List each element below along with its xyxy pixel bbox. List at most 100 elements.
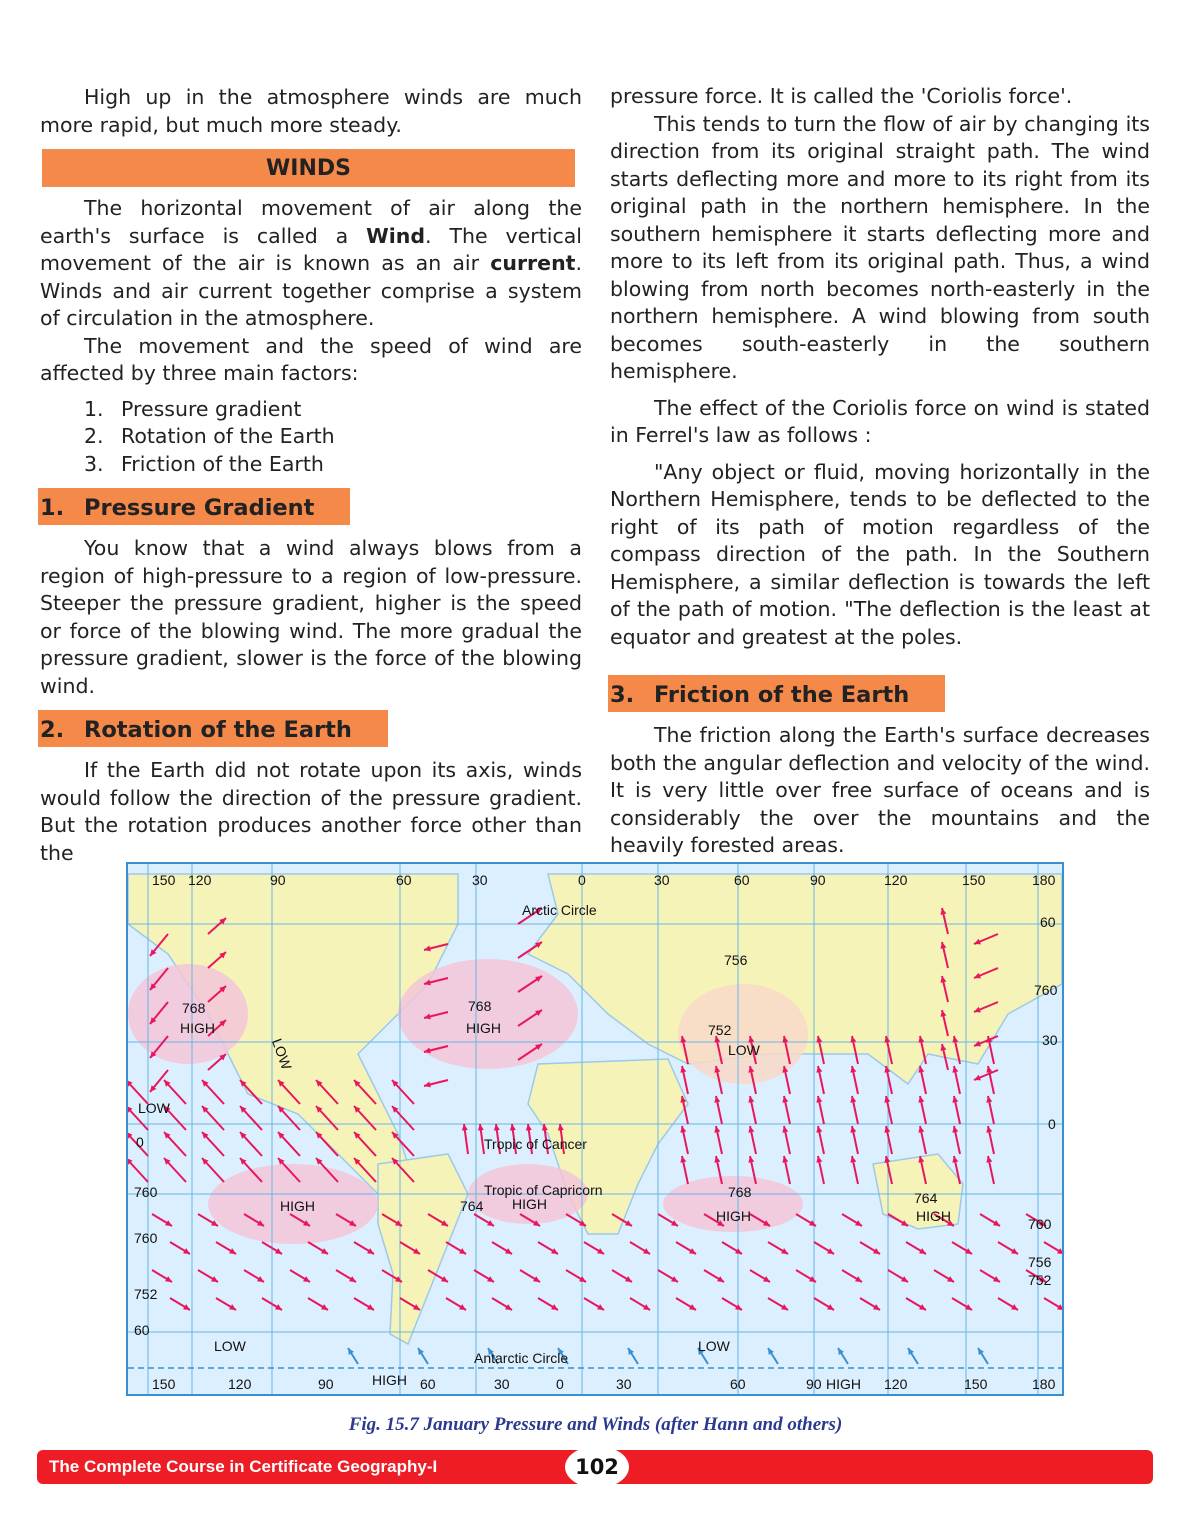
wind-arrow bbox=[353, 1131, 377, 1157]
label-high: HIGH bbox=[180, 1020, 215, 1036]
wind-arrow bbox=[473, 1269, 495, 1283]
wind-arrow bbox=[423, 943, 449, 952]
wind-arrow bbox=[918, 1125, 927, 1155]
wind-arrows bbox=[128, 907, 1062, 1365]
label-isobar: 752 bbox=[1028, 1272, 1052, 1288]
wind-arrow bbox=[697, 1347, 709, 1365]
wind-arrow bbox=[215, 1297, 237, 1311]
wind-arrow bbox=[163, 1079, 187, 1105]
wind-arrow bbox=[680, 1065, 689, 1095]
left-column: High up in the atmosphere winds are much… bbox=[38, 84, 582, 867]
coriolis-paragraph: pressure force. It is called the 'Coriol… bbox=[610, 84, 1073, 108]
wind-arrow bbox=[461, 1123, 469, 1155]
wind-arrow bbox=[714, 1125, 723, 1155]
wind-arrow bbox=[940, 975, 949, 1003]
label-isobar: 760 bbox=[1034, 982, 1058, 998]
wind-arrow bbox=[565, 1269, 587, 1283]
wind-arrow bbox=[169, 1241, 191, 1255]
wind-arrow bbox=[477, 1123, 485, 1155]
wind-arrow bbox=[884, 1035, 893, 1065]
section-heading-friction: 3. Friction of the Earth bbox=[608, 675, 946, 712]
wind-arrow bbox=[207, 1053, 227, 1071]
wind-arrow bbox=[1025, 1269, 1047, 1283]
tick-top: 120 bbox=[188, 872, 212, 888]
label-arctic-circle: Arctic Circle bbox=[522, 902, 597, 918]
wind-arrow bbox=[611, 1213, 633, 1227]
label-isobar: 764 bbox=[460, 1198, 484, 1214]
wind-arrow bbox=[884, 1155, 893, 1185]
wind-arrow bbox=[277, 1131, 301, 1157]
wind-arrow bbox=[391, 1131, 415, 1157]
label-latitude: 60 bbox=[134, 1322, 150, 1338]
wind-arrow bbox=[557, 1123, 565, 1155]
wind-arrow bbox=[353, 1241, 375, 1255]
wind-arrow bbox=[517, 975, 543, 993]
australia bbox=[872, 1153, 964, 1230]
wind-arrow bbox=[816, 1095, 825, 1125]
wind-arrow bbox=[149, 933, 169, 957]
high-area bbox=[663, 1176, 803, 1232]
wind-arrow bbox=[951, 1297, 973, 1311]
label-isobar: 760 bbox=[134, 1184, 158, 1200]
wind-arrow bbox=[657, 1269, 679, 1283]
wind-arrow bbox=[128, 1132, 149, 1157]
wind-arrow bbox=[986, 1095, 995, 1125]
tick-bottom: 90 bbox=[806, 1376, 822, 1392]
wind-arrow bbox=[997, 1241, 1019, 1255]
tick-bottom: 180 bbox=[1032, 1376, 1056, 1392]
wind-arrow bbox=[207, 1019, 227, 1037]
wind-arrow bbox=[714, 1155, 723, 1185]
wind-arrow bbox=[940, 907, 949, 935]
wind-arrow bbox=[973, 1069, 999, 1081]
wind-arrow bbox=[557, 1347, 569, 1365]
wind-arrow bbox=[128, 1080, 149, 1105]
label-isobar: 760 bbox=[134, 1230, 158, 1246]
wind-arrow bbox=[307, 1297, 329, 1311]
wind-arrow bbox=[493, 1123, 501, 1155]
wind-arrow bbox=[837, 1347, 849, 1365]
section-heading-pressure-gradient: 1. Pressure Gradient bbox=[38, 488, 351, 525]
wind-arrow bbox=[629, 1241, 651, 1255]
wind-arrow bbox=[748, 1125, 757, 1155]
tick-top: 0 bbox=[578, 872, 586, 888]
text: The horizontal movement of air along the… bbox=[40, 196, 582, 248]
label-high: HIGH bbox=[916, 1208, 951, 1224]
wind-arrow bbox=[680, 1035, 689, 1065]
pressure-gradient-text: You know that a wind always blows from a… bbox=[40, 536, 582, 698]
wind-arrow bbox=[952, 1035, 961, 1065]
label-latitude: 30 bbox=[1042, 1032, 1058, 1048]
wind-arrow bbox=[782, 1125, 791, 1155]
wind-arrow bbox=[537, 1297, 559, 1311]
wind-arrow bbox=[201, 1079, 225, 1105]
wind-arrow bbox=[149, 967, 169, 991]
num: 3. bbox=[84, 451, 104, 476]
text: . The vertical movement of the air is kn… bbox=[40, 223, 582, 276]
wind-arrow bbox=[714, 1035, 723, 1065]
wind-arrow bbox=[933, 1269, 955, 1283]
wind-arrow bbox=[1043, 1241, 1062, 1254]
wind-arrow bbox=[151, 1213, 173, 1227]
factors-intro: The movement and the speed of wind are a… bbox=[40, 333, 582, 386]
wind-arrow bbox=[541, 1123, 549, 1155]
wind-arrow bbox=[583, 1241, 605, 1255]
wind-arrow bbox=[850, 1125, 859, 1155]
wind-arrow bbox=[427, 1269, 449, 1283]
wind-arrow bbox=[277, 1105, 301, 1131]
wind-arrow bbox=[347, 1347, 359, 1365]
label-high: HIGH bbox=[512, 1196, 547, 1212]
wind-arrow bbox=[277, 1079, 301, 1105]
wind-arrow bbox=[315, 1131, 339, 1157]
wind-arrow bbox=[933, 1213, 955, 1227]
tick-top: 150 bbox=[152, 872, 176, 888]
wind-arrow bbox=[841, 1213, 863, 1227]
wind-arrow bbox=[243, 1213, 265, 1227]
wind-arrow bbox=[335, 1269, 357, 1283]
title: Pressure Gradient bbox=[84, 495, 315, 521]
tick-top: 60 bbox=[396, 872, 412, 888]
wind-arrow bbox=[487, 1347, 499, 1365]
wind-arrow bbox=[473, 1213, 495, 1227]
wind-arrow bbox=[517, 1043, 543, 1061]
wind-arrow bbox=[905, 1241, 927, 1255]
wind-arrow bbox=[315, 1079, 339, 1105]
high-area bbox=[208, 1164, 378, 1244]
